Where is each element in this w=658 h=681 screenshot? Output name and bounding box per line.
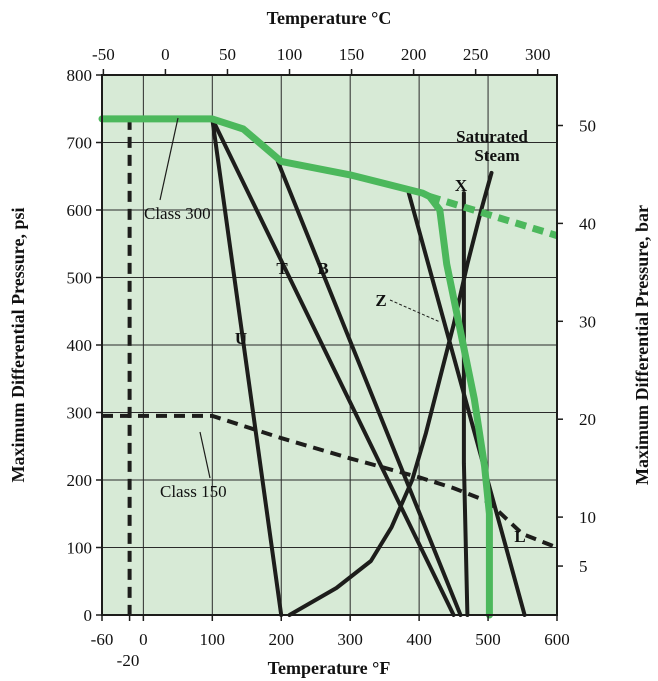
leader-class-150 [199,431,211,479]
right-tick-label: 50 [579,116,596,135]
bottom-tick-label: 300 [337,630,363,649]
right-tick-label: 10 [579,508,596,527]
right-tick-label: 5 [579,557,588,576]
left-tick-label: 0 [84,606,93,625]
series-line-saturated-steam [287,170,494,617]
label-class-300: Class 300 [144,204,211,223]
label-b: B [317,259,328,278]
bottom-axis-title: Temperature °F [268,658,391,678]
bottom-tick-label: -60 [91,630,114,649]
label-t: T [276,259,288,278]
left-tick-label: 600 [67,201,93,220]
label-saturated: Saturated [456,127,528,146]
top-axis-ticks: -50 0 50 100 150 200 250 300 [92,45,550,75]
left-axis-ticks: 0 100 200 300 400 500 600 700 800 [67,66,102,625]
left-tick-label: 100 [67,539,93,558]
label-steam: Steam [474,146,519,165]
bottom-tick-label: 200 [268,630,294,649]
label-z: Z [375,291,386,310]
leader-class-300 [159,117,179,201]
series-line-class-150 [102,413,558,550]
label-l: L [514,527,525,546]
right-axis-ticks: 5 10 20 30 40 50 [557,116,596,576]
series-line-l [406,191,527,617]
series-line-b [275,159,463,617]
left-tick-label: 400 [67,336,93,355]
right-tick-label: 30 [579,312,596,331]
right-axis-title: Maximum Differential Pressure, bar [632,205,652,485]
bottom-axis-ticks: -60 0 100 200 300 400 500 600 [91,615,570,649]
bottom-tick-label: 600 [544,630,570,649]
left-tick-label: 300 [67,404,93,423]
label-u: U [235,329,247,348]
series-line-class-300 [98,115,493,619]
bottom-tick-label: 400 [406,630,432,649]
series-line-x [428,193,559,239]
left-tick-label: 800 [67,66,93,85]
top-tick-label: 300 [525,45,551,64]
top-tick-label: 250 [463,45,489,64]
right-tick-label: 40 [579,214,596,233]
left-tick-label: 200 [67,471,93,490]
top-tick-label: 200 [401,45,427,64]
left-tick-label: 700 [67,134,93,153]
left-axis-title: Maximum Differential Pressure, psi [8,208,28,483]
top-tick-label: 150 [339,45,365,64]
right-tick-label: 20 [579,410,596,429]
bottom-tick-label: 0 [139,630,148,649]
series-line-t [210,116,456,617]
left-tick-label: 500 [67,269,93,288]
label-class-150: Class 150 [160,482,227,501]
top-tick-label: 50 [219,45,236,64]
bottom-axis-extra-label: -20 [117,651,140,670]
label-x: X [455,176,468,195]
series-lines [98,115,559,619]
leader-z [389,299,441,323]
bottom-tick-label: 100 [200,630,226,649]
top-tick-label: -50 [92,45,115,64]
top-tick-label: 100 [277,45,303,64]
top-tick-label: 0 [161,45,170,64]
top-axis-title: Temperature °C [267,8,392,28]
bottom-tick-label: 500 [475,630,501,649]
series-line-u [210,116,284,617]
